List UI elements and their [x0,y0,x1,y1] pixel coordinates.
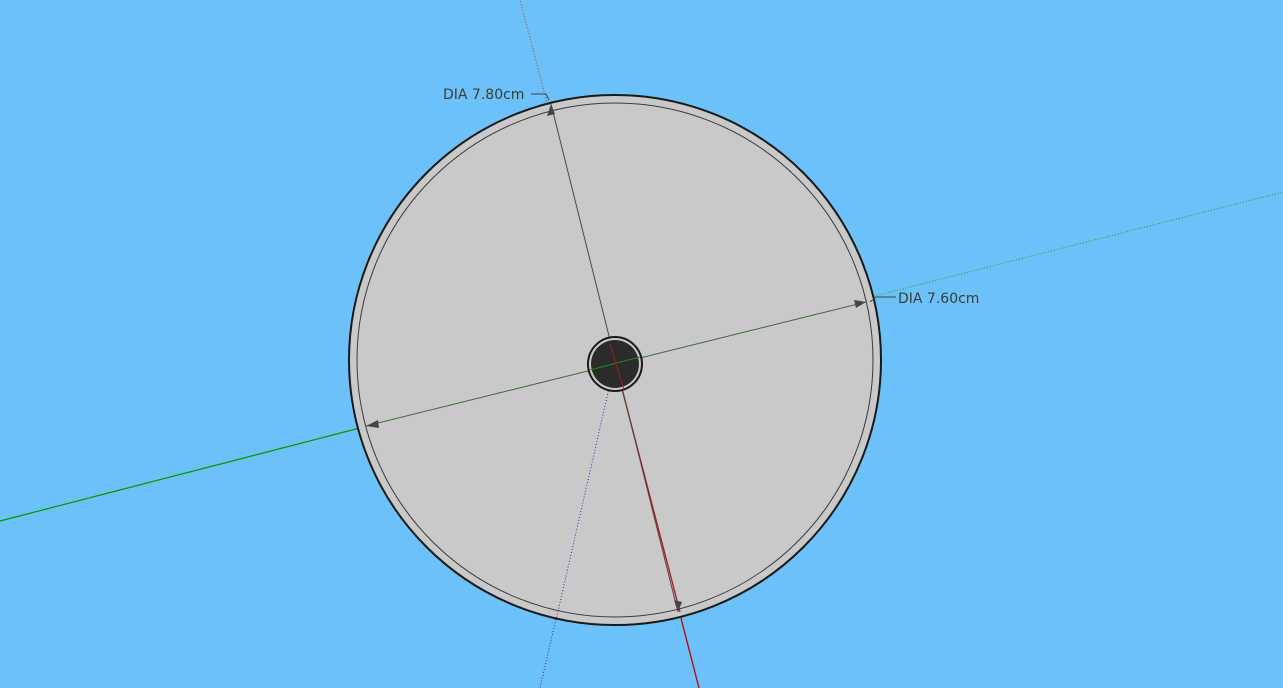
arrowhead-top [547,104,555,116]
dimension-label[interactable]: DIA 7.80cm [443,87,524,103]
disc-inner-edge[interactable] [356,102,874,618]
arrowhead-left [366,420,379,428]
leader-line [869,296,896,303]
leader-line [531,93,550,101]
arrowhead-bottom [674,600,682,612]
dimension-label[interactable]: DIA 7.60cm [898,291,979,307]
blue-axis-over-disc [555,361,616,621]
green-axis-through-hub [589,356,641,371]
arrowhead-right [854,300,866,308]
red-axis-through-hub [609,343,625,391]
center-hub[interactable] [587,336,643,392]
